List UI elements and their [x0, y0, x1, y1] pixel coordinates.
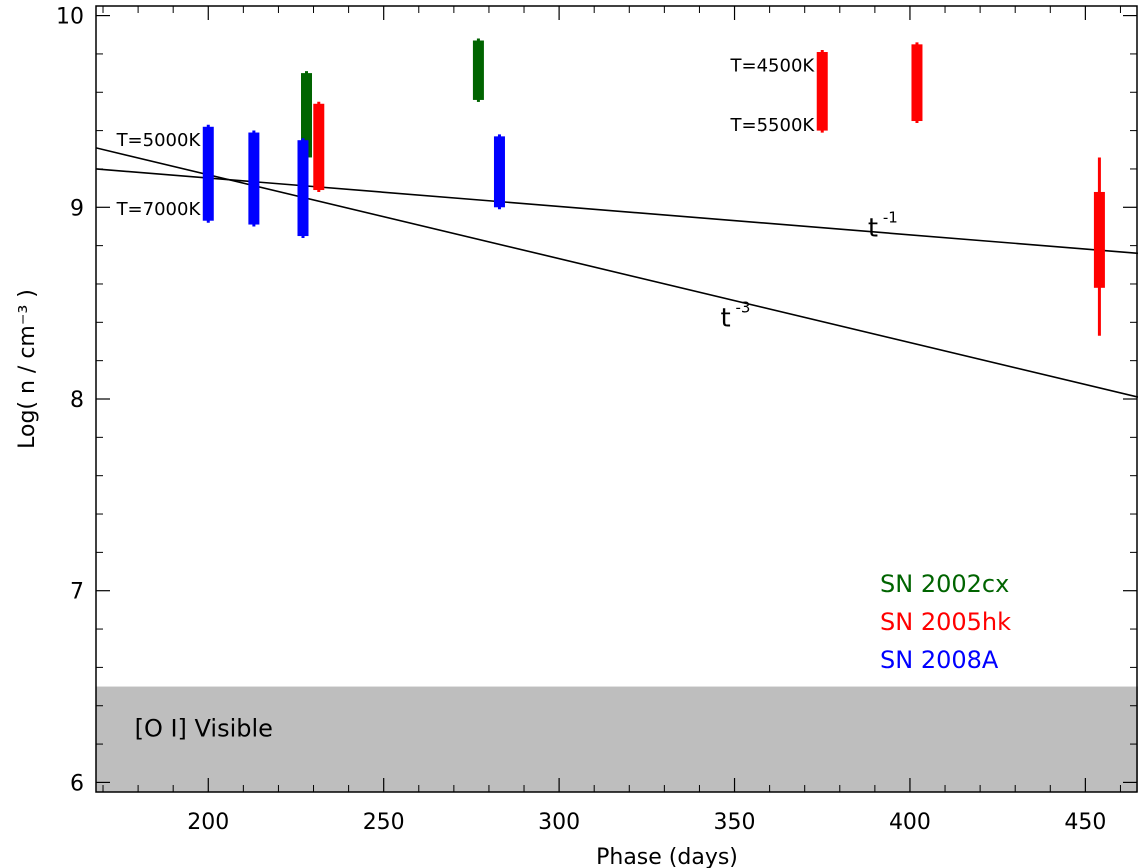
x-tick-label: 400: [889, 810, 931, 835]
x-tick-label: 200: [187, 810, 229, 835]
oi-visible-band: [96, 686, 1138, 792]
oi-visible-label: [O I] Visible: [135, 715, 273, 743]
temperature-label: T=5000K: [116, 130, 202, 151]
power-law-line--1: [96, 168, 1138, 255]
plot-frame: [95, 5, 1138, 793]
y-tick-label: 10: [56, 5, 84, 30]
temperature-label: T=7000K: [116, 199, 202, 220]
power-law-label-exponent: -3: [735, 299, 750, 317]
y-tick-label: 6: [70, 771, 84, 796]
series-sn-2002cx: [301, 38, 484, 160]
axis-ticks: 200 250 300 350 400 450 6 7 8 9 10: [56, 5, 1137, 835]
errorbar-box: [1093, 191, 1105, 288]
y-tick-label: 8: [70, 388, 84, 413]
power-law-label-base: t: [868, 213, 878, 243]
y-axis-label: Log( n / cm⁻³ ): [15, 289, 40, 449]
x-tick-label: 250: [363, 810, 405, 835]
series-sn-2008a: [202, 124, 505, 239]
power-law-lines: [96, 147, 1138, 398]
y-tick-label: 7: [70, 580, 84, 605]
power-law-label--3: t -3: [720, 299, 750, 334]
legend-entry: SN 2005hk: [880, 608, 1011, 636]
legend-entry: SN 2008A: [880, 646, 999, 674]
temperature-label: T=5500K: [730, 115, 816, 136]
y-tick-label: 9: [70, 196, 84, 221]
power-law-label--1: t -1: [868, 208, 898, 243]
power-law-label-exponent: -1: [883, 208, 898, 226]
temperature-label: T=4500K: [730, 55, 816, 76]
legend-entry: SN 2002cx: [880, 570, 1009, 598]
power-law-line--3: [96, 147, 1138, 398]
x-tick-label: 350: [714, 810, 756, 835]
x-axis-label: Phase (days): [596, 845, 738, 868]
x-tick-label: 450: [1064, 810, 1106, 835]
legend: SN 2002cx SN 2005hk SN 2008A: [880, 570, 1011, 674]
series-sn-2005hk: [313, 42, 1105, 336]
power-law-label-base: t: [720, 304, 730, 334]
x-tick-label: 300: [538, 810, 580, 835]
